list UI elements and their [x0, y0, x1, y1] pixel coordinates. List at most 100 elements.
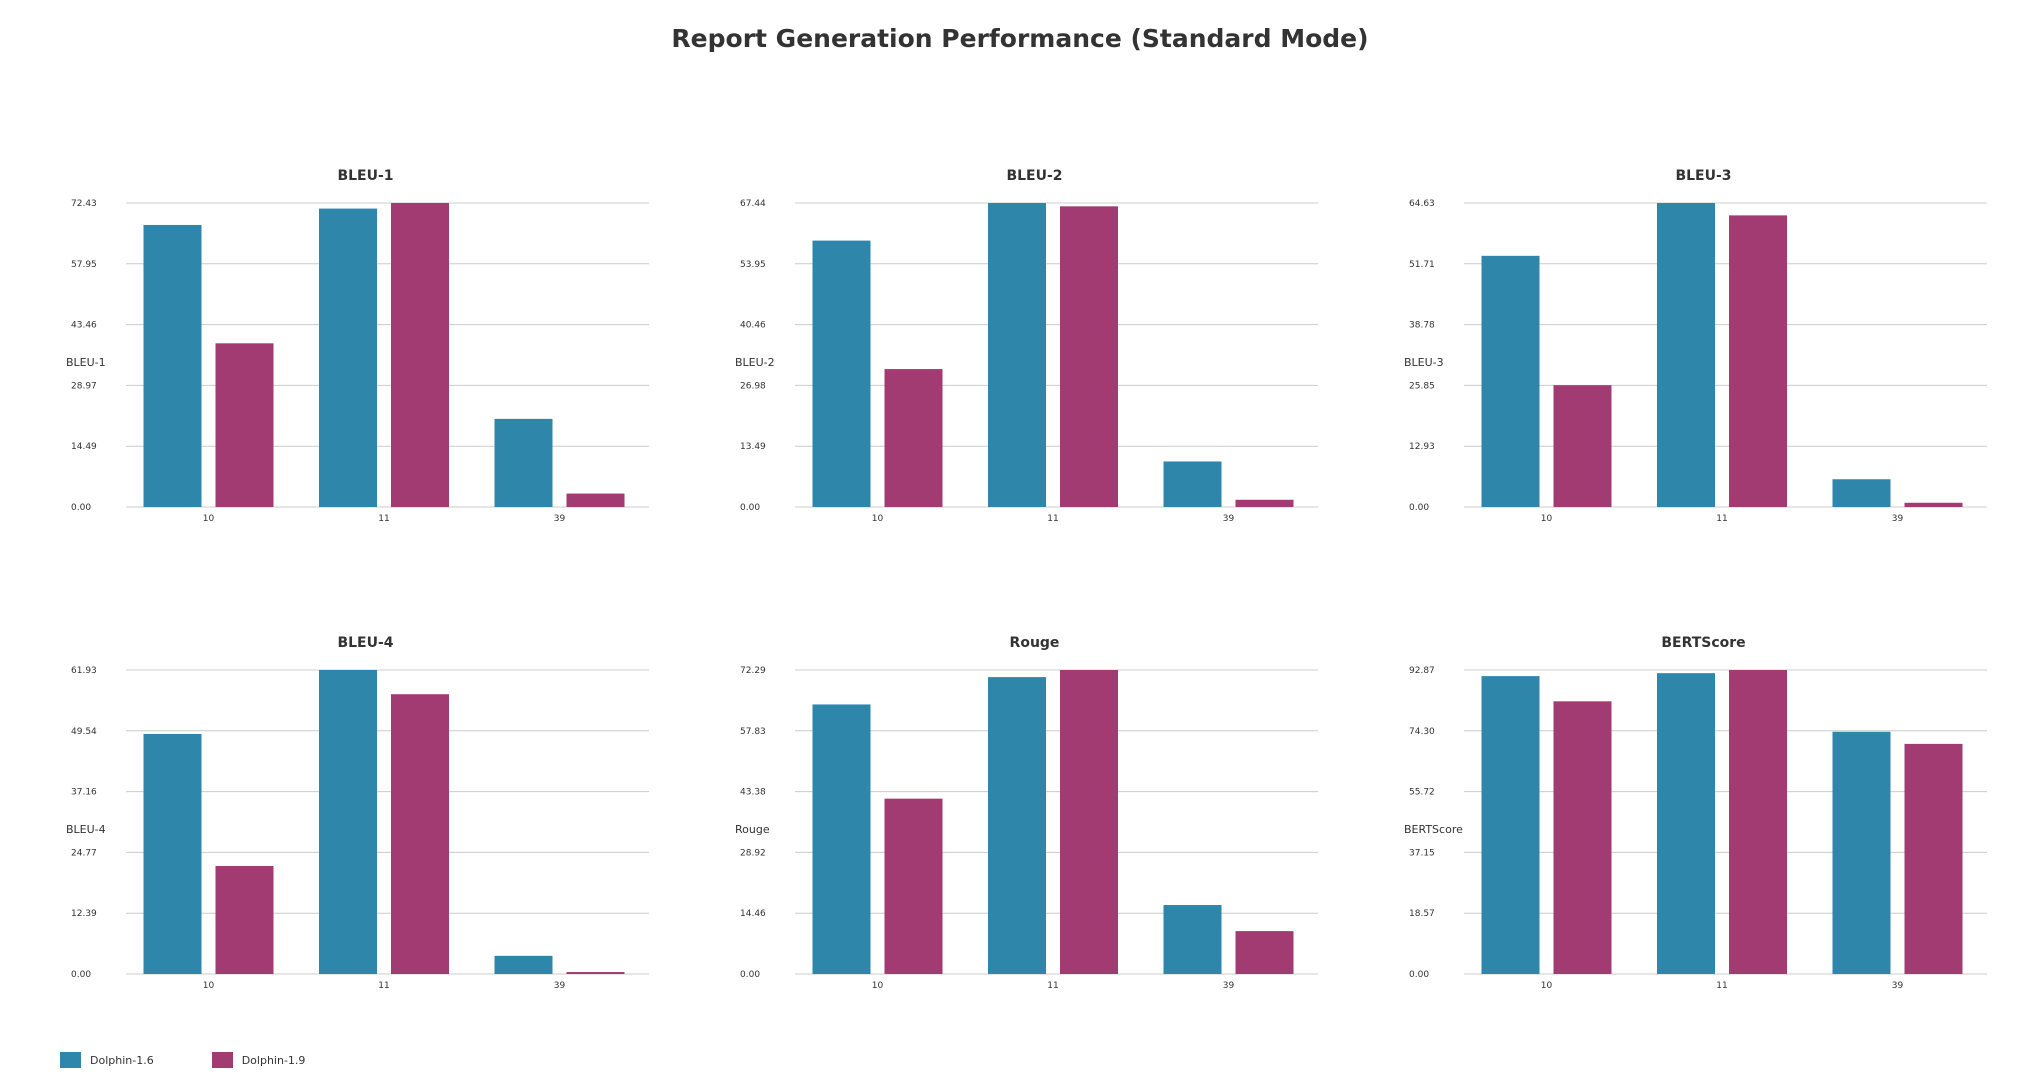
y-axis-label: BLEU-4: [66, 823, 106, 836]
bar-dolphin-1-6-11: [1657, 203, 1715, 507]
x-tick-label: 10: [1541, 514, 1553, 524]
legend: Dolphin-1.6 Dolphin-1.9: [60, 1052, 363, 1068]
chart-panel-rouge: Rouge Rouge 0.00 14.46 28.92 43.38 57.83 72.29 1…: [669, 617, 1318, 1017]
y-tick-label: 0.00: [71, 503, 91, 513]
y-tick-label: 18.57: [1409, 909, 1435, 919]
bar-dolphin-1-6-39: [1163, 905, 1222, 974]
y-tick-label: 57.83: [740, 727, 766, 737]
chart-svg: BLEU-1 BLEU-1 0.00 14.49 28.97 43.46 57.95 72.4…: [66, 168, 649, 524]
bar-dolphin-1-6-11: [319, 670, 377, 974]
bar-dolphin-1-9-39: [1904, 502, 1963, 507]
bar-dolphin-1-9-10: [215, 866, 274, 974]
chart-svg: BLEU-4 BLEU-4 0.00 12.39 24.77 37.16 49.54 61.9…: [66, 635, 649, 991]
bar-dolphin-1-9-11: [1060, 670, 1118, 974]
bar-dolphin-1-9-39: [1235, 931, 1294, 974]
bar-dolphin-1-9-10: [884, 798, 943, 974]
legend-swatch: [60, 1052, 81, 1068]
x-tick-label: 39: [1223, 981, 1235, 991]
chart-svg: Rouge Rouge 0.00 14.46 28.92 43.38 57.83 72.29 1…: [735, 635, 1318, 991]
chart-title: BLEU-2: [1006, 168, 1062, 184]
y-tick-label: 37.16: [71, 788, 97, 798]
y-tick-label: 40.46: [740, 321, 766, 331]
bar-dolphin-1-9-39: [1904, 743, 1963, 974]
bar-dolphin-1-6-10: [812, 240, 871, 507]
y-tick-label: 28.97: [71, 381, 97, 391]
bar-dolphin-1-9-10: [884, 369, 943, 507]
legend-swatch: [211, 1052, 233, 1068]
chart-panel-bleu-3: BLEU-3 BLEU-3 0.00 12.93 25.85 38.78 51.71 64.6…: [1338, 150, 1987, 550]
bar-dolphin-1-6-10: [1481, 676, 1540, 974]
x-tick-label: 10: [872, 514, 884, 524]
y-tick-label: 61.93: [71, 666, 97, 676]
y-tick-label: 0.00: [740, 503, 760, 513]
bar-dolphin-1-9-10: [215, 343, 274, 507]
bar-dolphin-1-9-39: [566, 972, 625, 974]
bar-dolphin-1-9-39: [1235, 499, 1294, 507]
main-title: Report Generation Performance (Standard …: [671, 24, 1369, 53]
bar-dolphin-1-6-10: [143, 733, 202, 974]
x-tick-label: 39: [1892, 981, 1904, 991]
y-tick-label: 43.46: [71, 321, 97, 331]
y-tick-label: 72.29: [740, 666, 766, 676]
x-tick-label: 10: [1541, 981, 1553, 991]
y-tick-label: 51.71: [1409, 260, 1435, 270]
y-tick-label: 24.77: [71, 848, 97, 858]
y-axis-label: BLEU-2: [735, 356, 775, 369]
bar-dolphin-1-6-11: [1657, 673, 1715, 974]
y-tick-label: 43.38: [740, 788, 766, 798]
y-tick-label: 26.98: [740, 381, 766, 391]
bar-dolphin-1-6-39: [494, 955, 553, 974]
bar-dolphin-1-6-11: [988, 677, 1046, 974]
x-tick-label: 10: [872, 981, 884, 991]
y-tick-label: 72.43: [71, 199, 97, 209]
legend-item-dolphin-1-6: Dolphin-1.6: [60, 1052, 154, 1068]
chart-panel-bleu-2: BLEU-2 BLEU-2 0.00 13.49 26.98 40.46 53.95 67.4…: [669, 150, 1318, 550]
y-tick-label: 14.49: [71, 442, 97, 452]
x-tick-label: 11: [1047, 514, 1058, 524]
chart-panel-bertscore: BERTScore BERTScore 0.00 18.57 37.15 55.72 74.…: [1338, 617, 1987, 1017]
y-tick-label: 53.95: [740, 260, 766, 270]
x-tick-label: 11: [378, 514, 389, 524]
chart-title: Rouge: [1010, 635, 1060, 651]
chart-title: BLEU-4: [337, 635, 393, 651]
y-tick-label: 38.78: [1409, 321, 1435, 331]
y-tick-label: 25.85: [1409, 381, 1435, 391]
x-tick-label: 39: [1223, 514, 1235, 524]
bar-dolphin-1-9-10: [1553, 385, 1612, 507]
y-tick-label: 0.00: [71, 970, 91, 980]
y-tick-label: 55.72: [1409, 788, 1435, 798]
bar-dolphin-1-9-11: [391, 203, 449, 507]
bar-dolphin-1-9-10: [1553, 701, 1612, 974]
x-tick-label: 39: [1892, 514, 1904, 524]
chart-title: BLEU-3: [1675, 168, 1731, 184]
x-tick-label: 11: [1716, 514, 1727, 524]
y-axis-label: BLEU-1: [66, 356, 106, 369]
y-tick-label: 0.00: [740, 970, 760, 980]
x-tick-label: 10: [203, 981, 215, 991]
y-tick-label: 64.63: [1409, 199, 1435, 209]
y-tick-label: 13.49: [740, 442, 766, 452]
chart-panel-bleu-1: BLEU-1 BLEU-1 0.00 14.49 28.97 43.46 57.95 72.4…: [0, 150, 649, 550]
y-tick-label: 49.54: [71, 727, 97, 737]
chart-panel-bleu-4: BLEU-4 BLEU-4 0.00 12.39 24.77 37.16 49.54 61.9…: [0, 617, 649, 1017]
y-tick-label: 0.00: [1409, 970, 1429, 980]
chart-svg: BLEU-3 BLEU-3 0.00 12.93 25.85 38.78 51.71 64.6…: [1404, 168, 1987, 524]
x-tick-label: 11: [378, 981, 389, 991]
y-tick-label: 57.95: [71, 260, 97, 270]
y-axis-label: BLEU-3: [1404, 356, 1444, 369]
bar-dolphin-1-6-39: [494, 418, 553, 507]
bar-dolphin-1-6-10: [1481, 255, 1540, 507]
chart-title: BERTScore: [1661, 635, 1745, 651]
bar-dolphin-1-9-11: [1729, 215, 1787, 507]
x-tick-label: 11: [1047, 981, 1058, 991]
y-tick-label: 28.92: [740, 848, 766, 858]
y-tick-label: 74.30: [1409, 727, 1435, 737]
x-tick-label: 10: [203, 514, 215, 524]
bar-dolphin-1-9-11: [1060, 206, 1118, 508]
y-tick-label: 37.15: [1409, 848, 1435, 858]
y-tick-label: 12.39: [71, 909, 97, 919]
y-axis-label: BERTScore: [1404, 823, 1463, 836]
bar-dolphin-1-9-11: [1729, 670, 1787, 974]
x-tick-label: 39: [554, 981, 566, 991]
x-tick-label: 39: [554, 514, 566, 524]
